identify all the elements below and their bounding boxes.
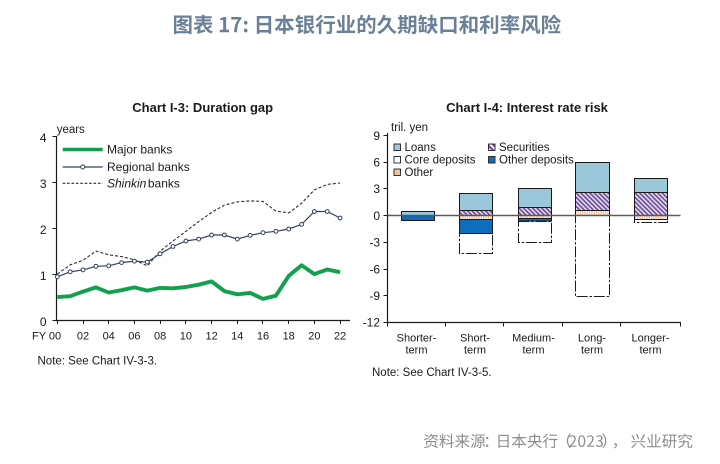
svg-text:term: term — [640, 345, 662, 357]
svg-text:Core deposits: Core deposits — [405, 155, 476, 167]
svg-text:Note: See Chart IV-3-5.: Note: See Chart IV-3-5. — [372, 367, 492, 379]
svg-text:4: 4 — [40, 131, 47, 145]
svg-text:Shorter-: Shorter- — [397, 333, 437, 345]
svg-text:12: 12 — [205, 331, 217, 343]
svg-text:Loans: Loans — [405, 142, 437, 154]
svg-text:years: years — [57, 124, 85, 136]
svg-text:term: term — [581, 345, 603, 357]
svg-text:6: 6 — [373, 156, 380, 170]
svg-text:Other: Other — [405, 167, 434, 179]
svg-text:08: 08 — [154, 331, 166, 343]
svg-text:Other deposits: Other deposits — [499, 155, 574, 167]
svg-text:06: 06 — [128, 331, 140, 343]
svg-text:Longer-: Longer- — [632, 333, 670, 345]
svg-text:Chart I-3: Duration gap: Chart I-3: Duration gap — [132, 100, 273, 115]
svg-text:-3: -3 — [369, 236, 380, 250]
svg-text:22: 22 — [334, 331, 346, 343]
svg-text:Regional banks: Regional banks — [107, 160, 190, 174]
svg-text:term: term — [406, 345, 428, 357]
svg-text:10: 10 — [180, 331, 192, 343]
svg-text:04: 04 — [103, 331, 115, 343]
svg-text:02: 02 — [77, 331, 89, 343]
svg-text:3: 3 — [40, 177, 47, 191]
svg-text:FY 00: FY 00 — [32, 331, 61, 343]
svg-text:16: 16 — [257, 331, 269, 343]
svg-text:Long-: Long- — [578, 333, 606, 345]
svg-text:20: 20 — [308, 331, 320, 343]
svg-text:18: 18 — [283, 331, 295, 343]
svg-text:Note: See Chart IV-3-3.: Note: See Chart IV-3-3. — [38, 356, 158, 368]
svg-text:14: 14 — [231, 331, 243, 343]
svg-text:tril. yen: tril. yen — [391, 122, 428, 134]
svg-text:Major banks: Major banks — [107, 143, 172, 157]
svg-text:0: 0 — [40, 315, 47, 329]
svg-text:-9: -9 — [369, 289, 380, 303]
svg-text:Short-: Short- — [460, 333, 490, 345]
svg-text:Medium-: Medium- — [512, 333, 555, 345]
svg-text:term: term — [464, 345, 486, 357]
svg-text:term: term — [523, 345, 545, 357]
svg-text:-12: -12 — [363, 316, 381, 330]
svg-text:1: 1 — [40, 269, 47, 283]
svg-text:-6: -6 — [369, 262, 380, 276]
svg-text:2: 2 — [40, 223, 47, 237]
svg-text:3: 3 — [373, 182, 380, 196]
svg-text:0: 0 — [373, 209, 380, 223]
svg-text:9: 9 — [373, 129, 380, 143]
svg-text:Securities: Securities — [499, 142, 550, 154]
svg-text:Chart I-4: Interest rate risk: Chart I-4: Interest rate risk — [446, 100, 609, 115]
